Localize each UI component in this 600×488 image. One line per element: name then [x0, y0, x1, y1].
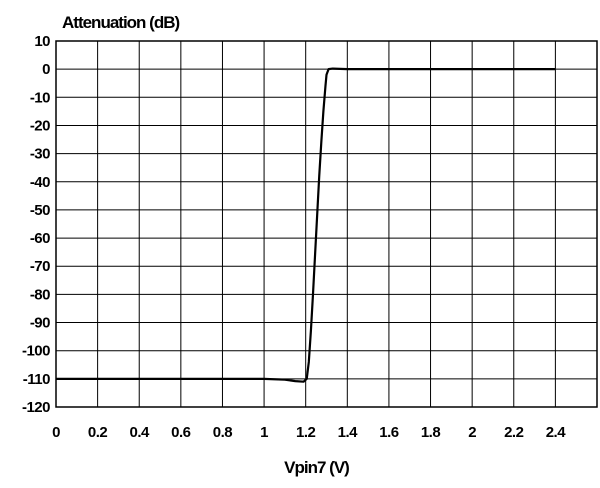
x-axis-ticks: 0 0.2 0.4 0.6 0.8 1 1.2 1.4 1.6 1.8 2 2.2 2.4: [52, 424, 567, 441]
y-tick-label: 10: [34, 33, 50, 50]
y-tick-label: -120: [22, 399, 50, 416]
y-tick-label: -60: [30, 230, 50, 247]
series-line: [56, 67, 556, 383]
y-tick-label: -10: [30, 89, 50, 106]
x-axis-label: Vpin7 (V): [284, 458, 349, 477]
y-tick-label: -50: [30, 202, 50, 219]
x-tick-label: 0.2: [88, 424, 108, 441]
y-tick-label: -100: [22, 343, 50, 360]
x-tick-label: 0.8: [213, 424, 233, 441]
x-tick-label: 0.6: [171, 424, 191, 441]
y-tick-label: -80: [30, 286, 50, 303]
x-tick-label: 0.4: [130, 424, 151, 441]
y-tick-label: -110: [23, 371, 50, 388]
x-tick-label: 2.2: [504, 424, 524, 441]
x-tick-label: 1.4: [338, 424, 359, 441]
x-tick-label: 1.6: [379, 424, 399, 441]
x-tick-label: 2.4: [546, 424, 567, 441]
x-tick-label: 1.2: [296, 424, 316, 441]
x-tick-label: 1.8: [421, 424, 441, 441]
y-axis-label: Attenuation (dB): [62, 13, 179, 32]
y-tick-label: 0: [42, 61, 50, 78]
grid: [55, 40, 598, 408]
y-tick-label: -90: [30, 315, 50, 332]
plot-frame: [55, 40, 598, 408]
y-tick-label: -70: [30, 258, 50, 275]
y-tick-label: -20: [30, 117, 50, 134]
x-tick-label: 1: [260, 424, 268, 441]
y-tick-label: -40: [30, 174, 50, 191]
y-tick-label: -30: [30, 146, 50, 163]
x-tick-label: 2: [468, 424, 476, 441]
x-tick-label: 0: [52, 424, 60, 441]
y-axis-ticks: 10 0 -10 -20 -30 -40 -50 -60 -70 -80 -90 -100 -110 -1…: [22, 33, 51, 416]
